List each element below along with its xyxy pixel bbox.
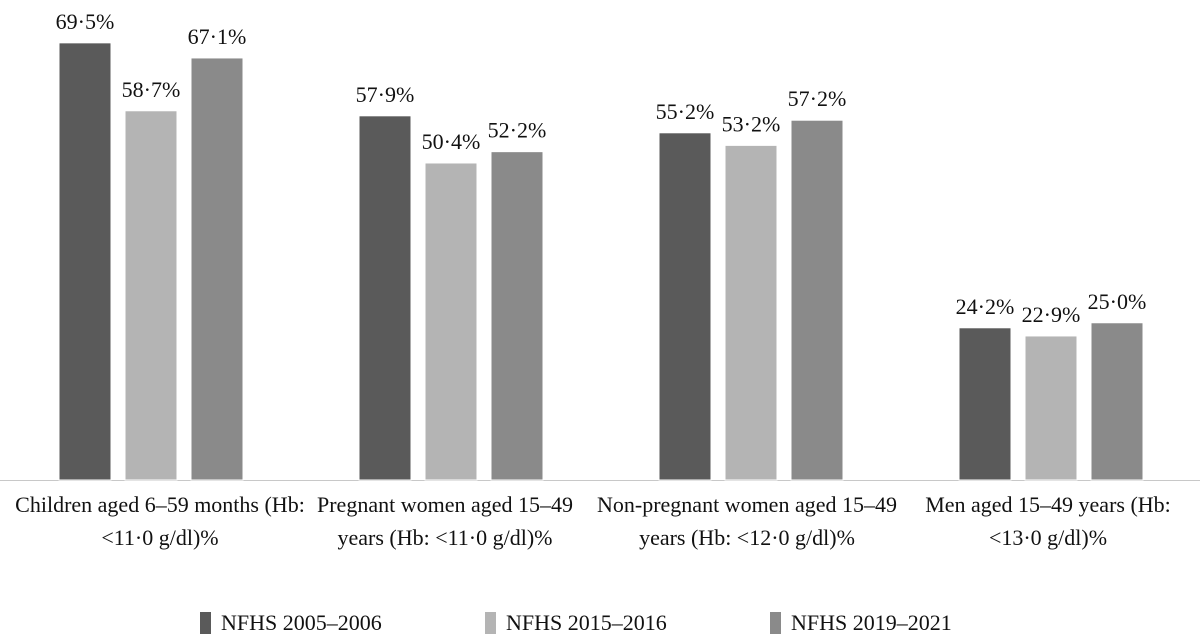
category-label-children: Children aged 6–59 months (Hb: <11·0 g/d… <box>15 492 305 550</box>
legend-item-2019-2021: NFHS 2019–2021 <box>770 610 952 636</box>
bar-pregnant-women-2015-2016 <box>424 162 478 481</box>
bars-group <box>58 42 1144 481</box>
bar-children-2019-2021 <box>190 57 244 481</box>
legend-label-2015-2016: NFHS 2015–2016 <box>506 610 667 635</box>
bar-pregnant-women-2005-2006 <box>358 115 412 481</box>
legend-item-2005-2006: NFHS 2005–2006 <box>200 610 382 636</box>
bar-children-2005-2006 <box>58 42 112 481</box>
data-label-pregnant-women-2005-2006: 57·9% <box>356 82 415 107</box>
data-label-pregnant-women-2015-2016: 50·4% <box>422 129 481 154</box>
legend-swatch-2019-2021 <box>770 612 781 634</box>
bar-pregnant-women-2019-2021 <box>490 151 544 481</box>
data-label-children-2019-2021: 67·1% <box>188 24 247 49</box>
data-label-non-pregnant-women-2019-2021: 57·2% <box>788 86 847 111</box>
data-label-children-2005-2006: 69·5% <box>56 9 115 34</box>
legend-swatch-2015-2016 <box>485 612 496 634</box>
data-label-non-pregnant-women-2005-2006: 55·2% <box>656 99 715 124</box>
bar-men-2005-2006 <box>958 327 1012 481</box>
bar-men-2019-2021 <box>1090 322 1144 481</box>
data-label-men-2015-2016: 22·9% <box>1022 302 1081 327</box>
data-label-non-pregnant-women-2015-2016: 53·2% <box>722 111 781 136</box>
category-label-pregnant-women: Pregnant women aged 15–49 years (Hb: <11… <box>317 492 573 550</box>
bar-men-2015-2016 <box>1024 335 1078 481</box>
legend-swatch-2005-2006 <box>200 612 211 634</box>
legend-label-2019-2021: NFHS 2019–2021 <box>791 610 952 635</box>
data-labels-group: 69·5% 58·7% 67·1% 57·9% 50·4% 52·2% 55·2% 53·2%… <box>56 9 1147 327</box>
legend-label-2005-2006: NFHS 2005–2006 <box>221 610 382 635</box>
bar-children-2015-2016 <box>124 110 178 481</box>
bar-non-pregnant-women-2019-2021 <box>790 119 844 481</box>
legend: NFHS 2005–2006 NFHS 2015–2016 NFHS 2019–… <box>0 604 1200 638</box>
bar-non-pregnant-women-2015-2016 <box>724 144 778 481</box>
legend-item-2015-2016: NFHS 2015–2016 <box>485 610 667 636</box>
category-label-non-pregnant-women: Non-pregnant women aged 15–49 years (Hb:… <box>597 492 897 550</box>
data-label-children-2015-2016: 58·7% <box>122 77 181 102</box>
category-label-men: Men aged 15–49 years (Hb: <13·0 g/dl)% <box>925 492 1171 550</box>
data-label-men-2019-2021: 25·0% <box>1088 289 1147 314</box>
data-label-pregnant-women-2019-2021: 52·2% <box>488 118 547 143</box>
bar-non-pregnant-women-2005-2006 <box>658 132 712 481</box>
data-label-men-2005-2006: 24·2% <box>956 294 1015 319</box>
